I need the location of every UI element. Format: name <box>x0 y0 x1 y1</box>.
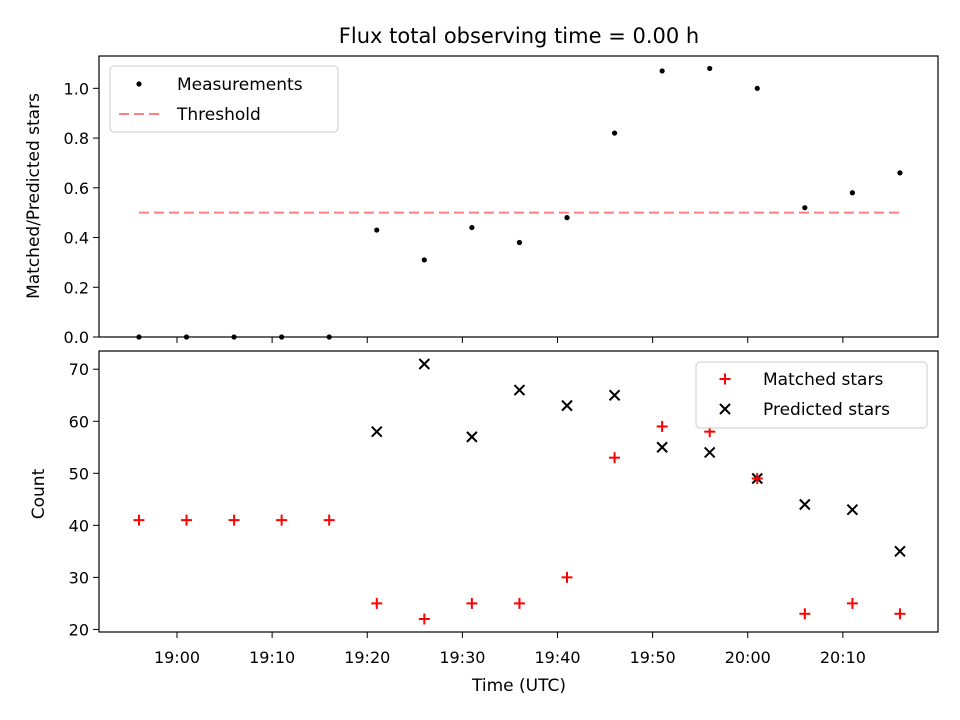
predicted-star-point-b <box>371 425 383 438</box>
matched-star-point <box>228 514 240 526</box>
matched-star-point <box>276 514 288 526</box>
predicted-star-point <box>656 441 668 453</box>
count-legend-box <box>695 361 928 429</box>
measurement-point <box>564 215 570 221</box>
predicted-star-point-b <box>799 498 811 511</box>
legend-matched-marker <box>719 373 731 385</box>
legend-matched-label: Matched stars <box>763 370 883 390</box>
ratio-legend-box <box>109 65 339 133</box>
count-x-tick-label: 19:40 <box>534 648 580 667</box>
legend-plus <box>719 373 731 385</box>
measurement-point <box>374 227 380 233</box>
ratio-y-axis-label: Matched/Predicted stars <box>24 93 44 299</box>
legend-measurements-label: Measurements <box>177 75 303 95</box>
count-x-tick-label: 19:30 <box>439 648 485 667</box>
predicted-star-point-b <box>466 431 478 443</box>
predicted-star-point-b <box>703 446 716 459</box>
ratio-panel: 0.0 0.2 0.4 0.6 0.8 1.0 Matched/Predicted sta… <box>24 55 939 347</box>
count-panel: 20 30 40 50 60 70 19:00 19:10 19:20 19:30 19:40 19… <box>29 350 939 696</box>
measurement-point <box>326 334 332 340</box>
measurement-point <box>469 224 475 231</box>
count-x-tick-label: 19:50 <box>630 648 676 667</box>
predicted-star-point-b <box>846 504 859 516</box>
predicted-star-point <box>418 358 431 370</box>
ratio-y-tick-label: 0.4 <box>64 229 89 248</box>
measurement-point <box>611 130 618 136</box>
matched-star-point <box>418 613 430 625</box>
predicted-star-point <box>799 498 811 511</box>
predicted-star-point-b <box>561 399 573 412</box>
matched-star-point <box>323 514 335 526</box>
count-y-tick-label: 60 <box>69 412 89 431</box>
predicted-star-point <box>561 399 573 412</box>
matched-star-point <box>181 514 193 526</box>
matched-star-point <box>133 514 145 526</box>
predicted-star-point <box>703 446 716 459</box>
count-y-axis-label: Count <box>29 468 49 519</box>
ratio-y-tick-label: 0.0 <box>64 328 89 347</box>
matched-star-point <box>371 597 383 609</box>
predicted-star-point <box>513 384 526 396</box>
measurement-point <box>659 68 665 74</box>
count-panel-frame <box>98 350 939 633</box>
measurement-point <box>136 334 142 340</box>
count-x-tick-label: 19:00 <box>154 648 200 667</box>
predicted-star-point <box>608 389 621 401</box>
count-legend: Matched stars Predicted stars <box>695 361 928 429</box>
measurement-point <box>707 65 713 72</box>
measurement-point <box>754 85 760 91</box>
measurement-point <box>421 257 427 263</box>
legend-threshold-label: Threshold <box>176 105 261 125</box>
measurement-point <box>849 190 855 196</box>
measurement-point <box>183 334 190 340</box>
matched-star-point <box>751 472 763 484</box>
predicted-star-point-b <box>418 358 431 370</box>
matched-star-point <box>656 420 668 432</box>
ratio-legend: Measurements Threshold <box>109 65 339 133</box>
ratio-panel-frame <box>98 55 939 338</box>
ratio-y-tick-label: 1.0 <box>64 79 89 98</box>
matched-star-point <box>609 452 621 464</box>
matched-star-point <box>466 597 478 609</box>
measurement-point <box>802 205 808 211</box>
predicted-star-point <box>894 545 906 558</box>
legend-cross-b <box>719 403 731 415</box>
count-y-tick-label: 40 <box>69 516 89 535</box>
count-x-tick-label: 19:20 <box>344 648 390 667</box>
predicted-star-point <box>371 425 383 438</box>
predicted-star-point-b <box>894 545 906 558</box>
count-y-tick-label: 70 <box>69 360 89 379</box>
ratio-y-tick-label: 0.6 <box>64 179 89 198</box>
matched-star-point <box>513 597 525 609</box>
count-y-tick-label: 50 <box>69 464 89 483</box>
legend-measurements-marker <box>136 81 142 87</box>
matched-star-point <box>894 608 906 620</box>
matched-star-point <box>799 608 811 620</box>
chart-title: Flux total observing time = 0.00 h <box>339 24 699 48</box>
predicted-star-point-b <box>656 441 668 453</box>
count-x-tick-label: 20:00 <box>725 648 771 667</box>
x-axis-label: Time (UTC) <box>471 676 566 696</box>
matched-star-point <box>846 597 858 609</box>
predicted-star-point-b <box>513 384 526 396</box>
legend-predicted-marker <box>719 403 731 415</box>
ratio-y-tick-label: 0.2 <box>64 278 89 297</box>
legend-predicted-label: Predicted stars <box>763 400 890 420</box>
measurement-point <box>231 334 237 340</box>
measurement-point <box>279 334 285 340</box>
ratio-y-tick-label: 0.8 <box>64 129 89 148</box>
predicted-star-point <box>846 504 859 516</box>
measurement-point <box>516 239 523 246</box>
count-x-tick-label: 20:10 <box>820 648 866 667</box>
measurement-point <box>897 170 903 176</box>
count-y-tick-label: 30 <box>69 568 89 587</box>
count-x-tick-label: 19:10 <box>249 648 295 667</box>
matched-star-point <box>561 571 573 583</box>
predicted-star-point <box>466 431 478 443</box>
predicted-star-point-b <box>608 389 621 401</box>
count-y-tick-label: 20 <box>69 620 89 639</box>
legend-cross <box>719 403 731 415</box>
